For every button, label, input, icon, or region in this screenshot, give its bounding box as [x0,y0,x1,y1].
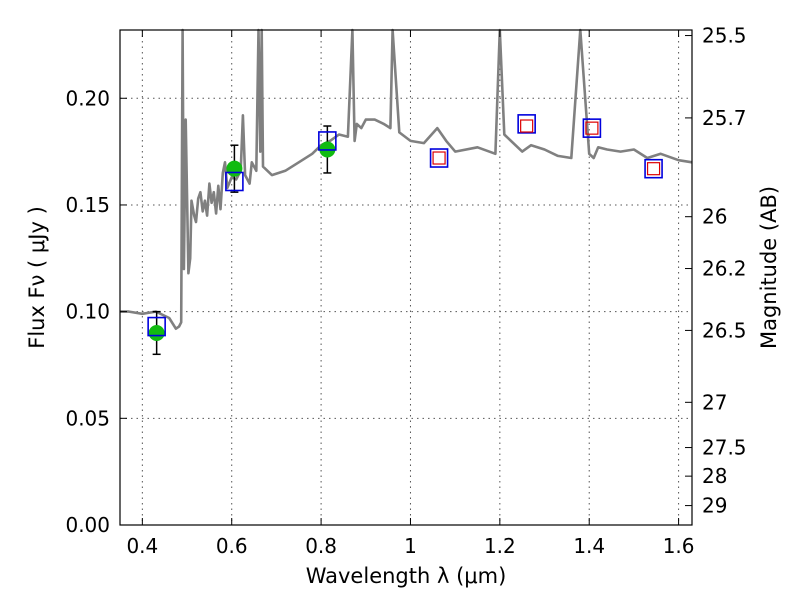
y2-tick-label: 26.5 [702,318,747,342]
y2-tick-label: 26.2 [702,257,747,281]
y2-axis-title: Magnitude (AB) [757,186,781,349]
x-tick-label: 1.2 [484,534,516,558]
axis-ticks [120,30,692,526]
upper-limit-box [520,119,534,133]
y-axis-title: Flux Fν ( μJy ) [25,206,49,349]
y-tick-label: 0.05 [65,406,110,430]
model-sed-line [120,28,693,331]
model-boxes-layer [147,114,663,337]
y-tick-label: 0.00 [65,513,110,537]
model-box [318,131,337,151]
y2-tick-label: 25.5 [702,24,747,48]
x-axis-title: Wavelength λ (μm) [306,564,507,588]
y-tick-label: 0.10 [65,300,110,324]
model-box [644,158,663,179]
model-box [582,118,602,138]
plot-frame [119,29,693,526]
y2-tick-label: 27.5 [702,436,747,460]
x-tick-label: 0.6 [216,534,248,558]
model-box [147,316,166,337]
observed-point [148,324,165,341]
x-tick-label: 0.4 [126,534,158,558]
y2-tick-label: 28 [702,464,727,488]
x-tick-label: 1.4 [573,534,605,558]
y2-tick-label: 25.7 [702,106,747,130]
y-tick-labels: 0.00 0.05 0.10 0.15 0.20 [65,86,110,537]
model-box [429,148,449,168]
observed-point [226,160,243,177]
y2-tick-label: 29 [702,494,727,518]
y2-tick-label: 27 [702,390,727,414]
model-sed-layer [120,28,693,331]
upper-limit-box [585,121,599,135]
y-tick-label: 0.15 [65,193,110,217]
upper-limit-box [432,151,446,165]
x-tick-label: 0.8 [305,534,337,558]
model-box [225,171,244,192]
x-tick-labels: 0.4 0.6 0.8 1 1.2 1.4 1.6 [126,534,694,558]
x-tick-label: 1.6 [663,534,695,558]
upper-limit-box [646,162,661,176]
grid-lines [120,30,692,525]
y2-tick-label: 26 [702,205,727,229]
x-tick-label: 1 [404,534,417,558]
model-box [517,114,536,134]
y-tick-label: 0.20 [65,86,110,110]
observed-points-layer [148,141,336,341]
y2-tick-labels: 25.5 25.7 26 26.2 26.5 27 27.5 28 29 [702,24,747,518]
